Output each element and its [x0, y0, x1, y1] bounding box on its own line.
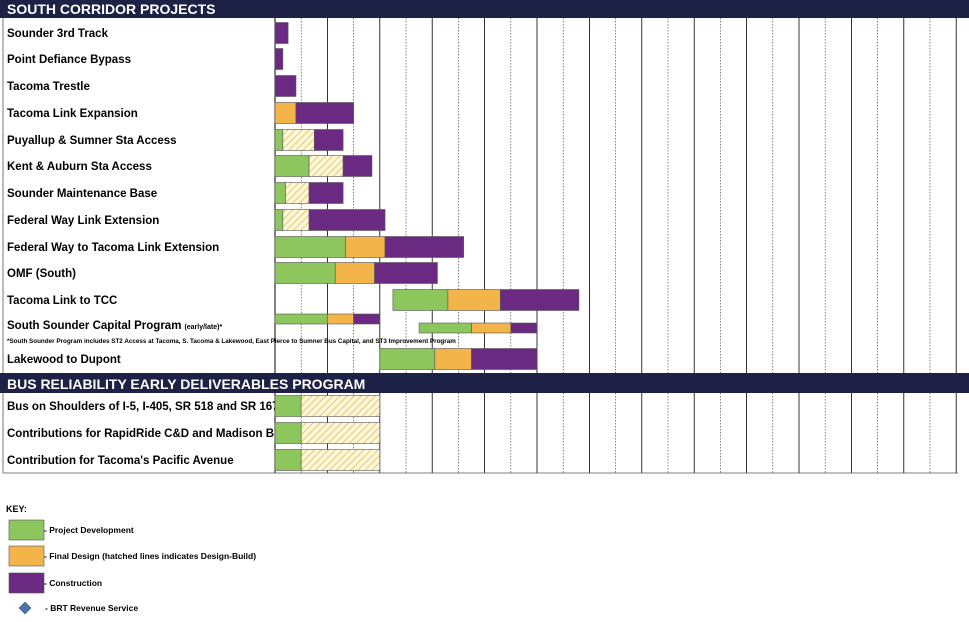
phase-bar [345, 236, 386, 258]
phase-bar [300, 395, 381, 417]
phase-bar [282, 129, 315, 151]
phase-bar [392, 289, 449, 311]
phase-bar [434, 348, 472, 370]
phase-bar [418, 322, 472, 334]
phase-bar [274, 182, 286, 204]
section-headers: SOUTH CORRIDOR PROJECTS BUS RELIABILITY E… [0, 0, 969, 393]
row-label: Puyallup & Sumner Sta Access [7, 135, 177, 147]
phase-bar [308, 155, 344, 177]
phase-bar [374, 262, 438, 284]
section-header-bar [0, 0, 969, 18]
phase-bar [510, 322, 538, 334]
phase-bar [274, 48, 284, 70]
phase-bar [295, 102, 354, 124]
key-swatch [8, 545, 45, 567]
phase-bar [274, 313, 328, 325]
phase-bar [274, 129, 284, 151]
phase-bar [274, 155, 310, 177]
phase-bar [274, 236, 347, 258]
row-label: Contributions for RapidRide C&D and Madi… [7, 428, 289, 440]
phase-bar [274, 209, 284, 231]
phase-bar [308, 209, 386, 231]
phase-bar [313, 129, 344, 151]
key-title: KEY: [6, 504, 27, 514]
row-label: Point Defiance Bypass [7, 54, 131, 66]
phase-bar [342, 155, 373, 177]
row-label: Federal Way to Tacoma Link Extension [7, 242, 219, 254]
phase-bar [274, 75, 297, 97]
phase-bar [274, 422, 302, 444]
row-label: Lakewood to Dupont [7, 354, 121, 366]
phase-bar [471, 348, 538, 370]
row-label: Federal Way Link Extension [7, 215, 159, 227]
phase-bar [471, 322, 512, 334]
phase-bar [308, 182, 344, 204]
row-footnote: *South Sounder Program includes ST2 Acce… [7, 338, 456, 345]
row-label: Tacoma Link to TCC [7, 295, 117, 307]
section-header-bar [0, 373, 969, 393]
key-label: - Project Development [44, 525, 134, 535]
row-labels: Sounder 3rd Track Point Defiance Bypass Ta… [7, 28, 456, 467]
row-label: Kent & Auburn Sta Access [7, 161, 152, 173]
row-label: Bus on Shoulders of I-5, I-405, SR 518 a… [7, 401, 279, 413]
phase-bar [334, 262, 375, 284]
phase-bar [327, 313, 354, 325]
row-label: Tacoma Trestle [7, 81, 90, 93]
key-swatch [8, 519, 45, 541]
key-swatch [8, 572, 45, 594]
legend-key: KEY: - Project Development - Final Design … [6, 504, 256, 615]
row-label: Sounder 3rd Track [7, 28, 109, 40]
key-label: - Construction [44, 578, 102, 588]
phase-bar [274, 262, 336, 284]
phase-bar [384, 236, 464, 258]
section-header-title: SOUTH CORRIDOR PROJECTS [7, 1, 215, 17]
diamond-icon [18, 601, 32, 615]
phase-bar [285, 182, 310, 204]
row-label: Sounder Maintenance Base [7, 188, 157, 200]
phase-bar [274, 22, 289, 44]
phase-bar [274, 395, 302, 417]
phase-bar [379, 348, 436, 370]
phase-bar [274, 102, 297, 124]
row-label: Tacoma Link Expansion [7, 108, 138, 120]
row-label-suffix: (early/late)* [184, 324, 222, 331]
phase-bar [300, 422, 381, 444]
key-label: - Final Design (hatched lines indicates … [44, 551, 256, 561]
phase-bar [447, 289, 501, 311]
key-label: - BRT Revenue Service [45, 603, 138, 613]
phase-bar [274, 449, 302, 471]
row-label: South Sounder Capital Program (early/late… [7, 320, 222, 332]
phase-bar [300, 449, 381, 471]
phase-bars [274, 22, 580, 471]
section-header-title: BUS RELIABILITY EARLY DELIVERABLES PROGR… [7, 376, 365, 392]
phase-bar [353, 313, 381, 325]
row-label: OMF (South) [7, 268, 76, 280]
phase-bar [282, 209, 310, 231]
phase-bar [500, 289, 580, 311]
row-label: Contribution for Tacoma's Pacific Avenue [7, 455, 234, 467]
